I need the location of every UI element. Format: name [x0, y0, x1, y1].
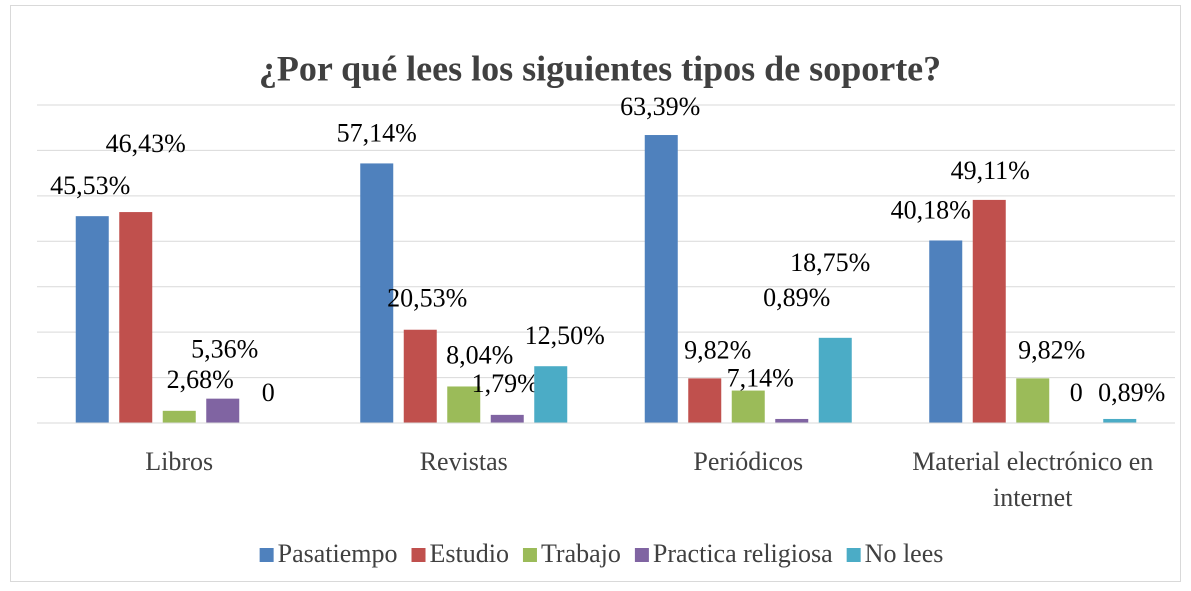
bar [775, 418, 809, 423]
data-label: 20,53% [387, 284, 467, 313]
bar [534, 366, 568, 423]
data-label: 18,75% [790, 248, 870, 277]
data-label: 57,14% [337, 118, 417, 147]
x-tick-label-box: Libros [145, 447, 214, 476]
bar [731, 390, 765, 423]
x-tick-label-box: Revistas [419, 447, 508, 476]
legend-label: Trabajo [541, 539, 621, 568]
data-label: 0,89% [763, 283, 830, 312]
bar [75, 216, 109, 423]
x-tick-label: Revistas [419, 447, 508, 476]
data-label: 46,43% [106, 129, 186, 158]
legend-swatch [522, 548, 537, 562]
legend-label: Pasatiempo [278, 539, 398, 568]
data-label: 0,89% [1098, 378, 1165, 407]
data-label: 0 [1070, 378, 1083, 407]
bar [403, 329, 437, 423]
legend-item: Pasatiempo [259, 539, 398, 568]
legend-label: Estudio [430, 539, 509, 568]
data-label: 45,53% [50, 171, 130, 200]
bar [688, 378, 722, 423]
data-label: 9,82% [1018, 335, 1085, 364]
bar [972, 199, 1006, 423]
legend-swatch [634, 548, 649, 562]
legend-item: No lees [846, 539, 944, 568]
legend-swatch [259, 548, 274, 562]
bar [818, 337, 852, 423]
legend-item: Practica religiosa [634, 539, 833, 568]
bar [119, 212, 153, 423]
bar [447, 386, 481, 423]
data-label: 8,04% [446, 340, 513, 369]
data-label: 5,36% [191, 335, 258, 364]
bar [162, 410, 196, 423]
x-tick-label: Material electrónico en internet [912, 447, 1154, 512]
x-tick-label: Libros [145, 447, 214, 476]
legend-item: Trabajo [522, 539, 621, 568]
x-tick-label-box: Material electrónico en internet [912, 447, 1154, 512]
data-label: 12,50% [525, 321, 605, 350]
bar [1016, 378, 1050, 423]
bar [1103, 418, 1137, 423]
x-tick-label-box: Periódicos [693, 447, 804, 476]
data-label: 7,14% [727, 364, 794, 393]
data-label: 1,79% [472, 369, 539, 398]
data-label: 0 [262, 378, 275, 407]
data-label: 63,39% [620, 92, 700, 121]
data-label: 2,68% [167, 365, 234, 394]
legend-label: No lees [865, 539, 944, 568]
legend-item: Estudio [411, 539, 509, 568]
legend-label: Practica religiosa [653, 539, 833, 568]
chart-title: ¿Por qué lees los siguientes tipos de so… [259, 48, 941, 88]
data-label: 40,18% [891, 195, 971, 224]
bar [206, 398, 240, 423]
x-tick-label: Periódicos [693, 447, 804, 476]
legend-swatch [411, 548, 426, 562]
data-label: 9,82% [684, 335, 751, 364]
bar [644, 135, 678, 423]
bar [360, 163, 394, 423]
data-label: 49,11% [951, 156, 1030, 185]
bar [929, 240, 963, 423]
legend-swatch [846, 548, 861, 562]
bar [490, 414, 524, 423]
